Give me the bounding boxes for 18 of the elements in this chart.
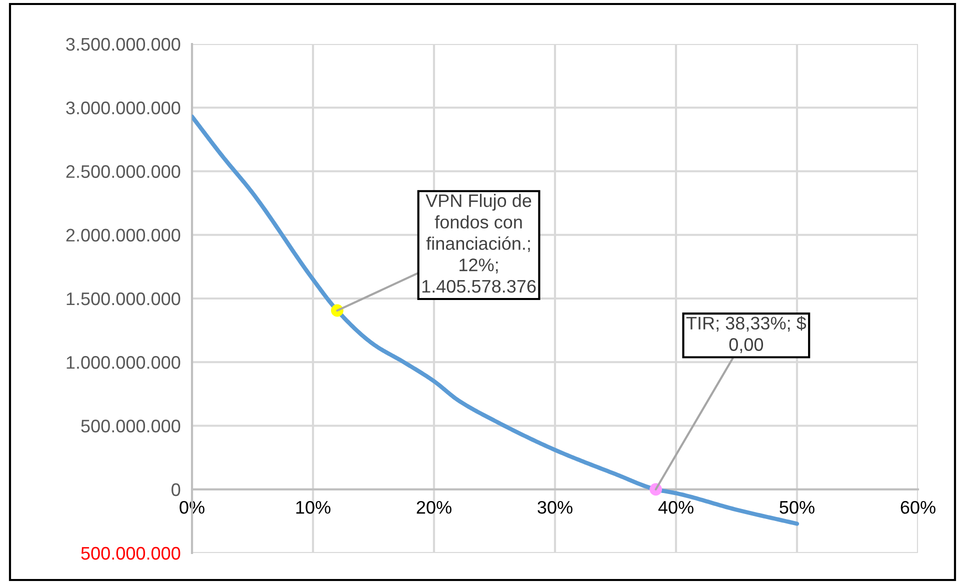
x-tick-label: 30% [538, 500, 572, 514]
y-tick-label: 1.500.000.000 [66, 292, 180, 306]
y-tick-label: 3.500.000.000 [66, 38, 180, 51]
y-tick-label: 0 [172, 483, 180, 496]
x-tick-label: 60% [900, 500, 936, 514]
x-tick-label: 0% [180, 500, 204, 514]
x-tick-label: 50% [780, 500, 814, 514]
x-tick-label: 20% [416, 500, 452, 514]
y-tick-label: 500.000.000 [81, 546, 180, 560]
annotation: TIR; 38,33%; $ 0,00 [686, 316, 806, 354]
y-tick-label: 2.000.000.000 [66, 228, 180, 242]
x-tick-label: 10% [296, 500, 330, 514]
y-tick-label: 2.500.000.000 [66, 165, 180, 178]
y-tick-label: 3.000.000.000 [66, 102, 180, 114]
x-tick-label: 40% [658, 500, 694, 514]
annotation: VPN Flujo de fondos con financiación.; 12%; 1.405.578.376 [422, 194, 536, 293]
y-tick-label: 1.000.000.000 [66, 356, 180, 369]
y-tick-label: 500.000.000 [81, 420, 180, 432]
